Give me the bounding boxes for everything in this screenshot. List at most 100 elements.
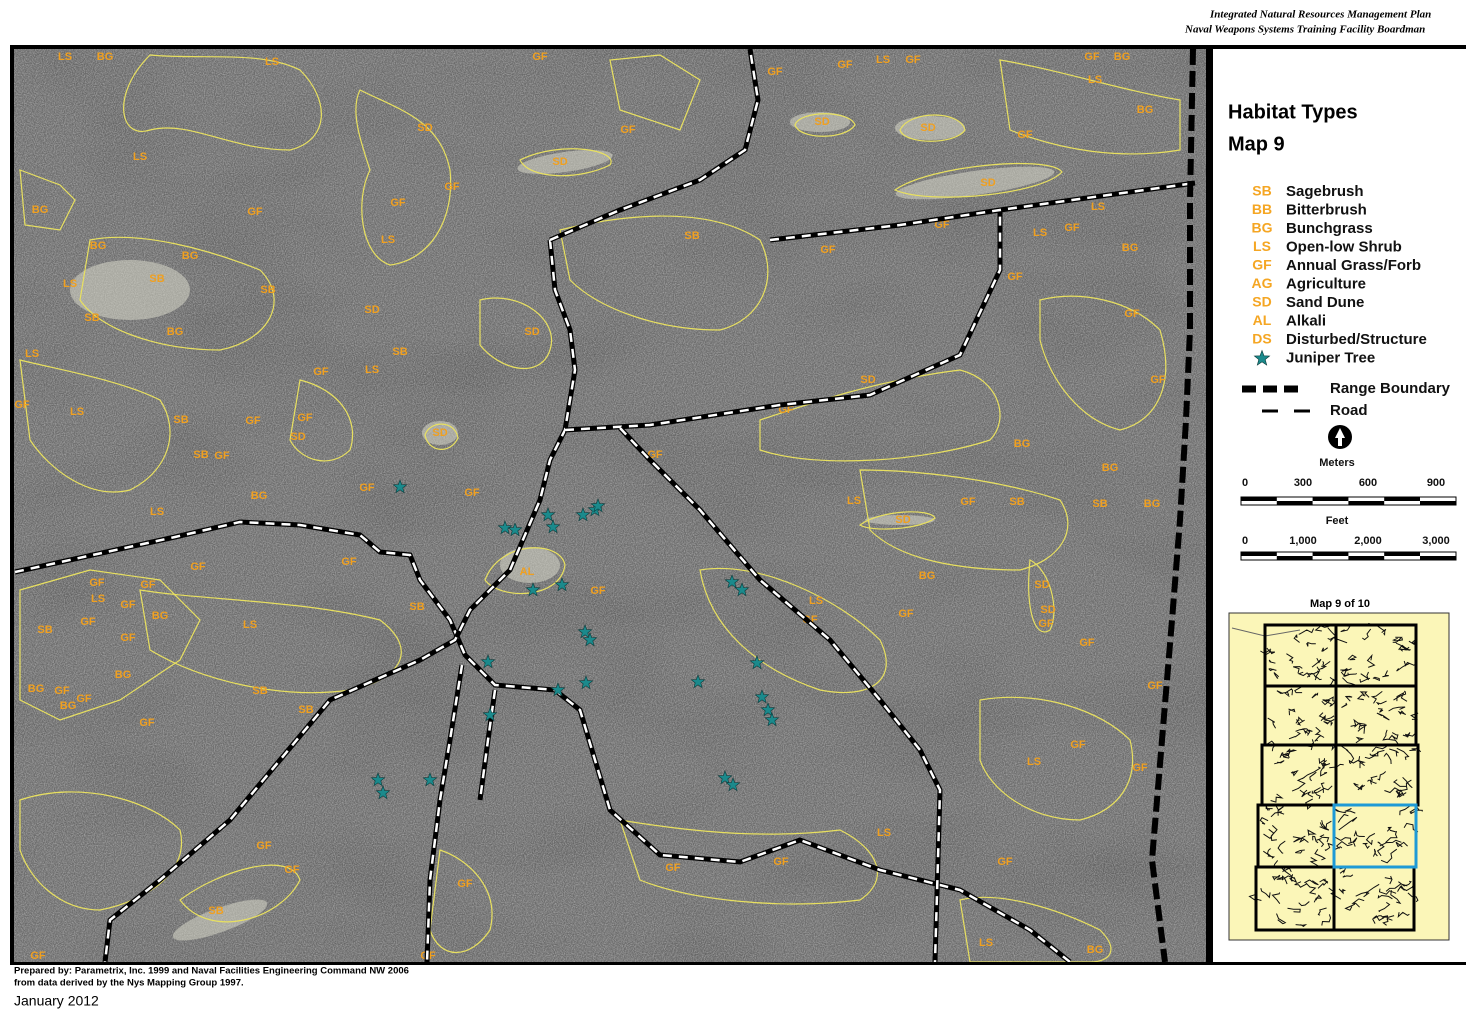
habitat-label: GF	[1017, 129, 1033, 141]
habitat-label: GF	[80, 616, 96, 628]
legend-code: AL	[1253, 312, 1272, 328]
habitat-label: BG	[152, 610, 169, 622]
habitat-label: GF	[1132, 762, 1148, 774]
habitat-label: GF	[837, 59, 853, 71]
habitat-label: GF	[139, 717, 155, 729]
habitat-label: GF	[1124, 308, 1140, 320]
habitat-label: BG	[1144, 498, 1161, 510]
habitat-label: LS	[63, 278, 77, 290]
scale-tick-label: 900	[1427, 477, 1445, 489]
scale-unit: Feet	[1326, 515, 1349, 527]
habitat-label: BG	[167, 326, 184, 338]
habitat-label: BG	[1014, 438, 1031, 450]
habitat-label: LS	[91, 593, 105, 605]
habitat-label: SD	[290, 431, 305, 443]
legend-code: SB	[1252, 183, 1271, 199]
habitat-label: GF	[247, 206, 263, 218]
habitat-label: BG	[251, 490, 268, 502]
habitat-label: LS	[133, 151, 147, 163]
habitat-label: SD	[1040, 604, 1055, 616]
legend-code: AG	[1252, 275, 1273, 291]
legend-label: Road	[1330, 402, 1368, 419]
scale-segment	[1241, 497, 1277, 501]
habitat-label: GF	[76, 693, 92, 705]
habitat-label: LS	[25, 348, 39, 360]
habitat-label: GF	[1038, 618, 1054, 630]
habitat-label: GF	[1079, 637, 1095, 649]
legend-subtitle: Map 9	[1228, 133, 1285, 155]
habitat-label: GF	[140, 579, 156, 591]
legend-code: BG	[1252, 220, 1273, 236]
footer-date: January 2012	[14, 993, 99, 1009]
scale-segment	[1241, 552, 1277, 556]
habitat-label: GF	[390, 197, 406, 209]
header-subtitle: Naval Weapons Systems Training Facility …	[1184, 24, 1425, 36]
scale-segment	[1348, 556, 1384, 560]
habitat-label: BG	[182, 250, 199, 262]
habitat-label: SD	[980, 177, 995, 189]
habitat-label: SB	[84, 312, 99, 324]
legend-label: Bitterbrush	[1286, 201, 1367, 218]
habitat-label: GF	[898, 608, 914, 620]
scale-unit: Meters	[1319, 457, 1354, 469]
habitat-label: GF	[620, 124, 636, 136]
habitat-label: LS	[150, 506, 164, 518]
habitat-label: GF	[30, 950, 46, 962]
habitat-label: SD	[814, 116, 829, 128]
habitat-label: SB	[208, 905, 223, 917]
habitat-label: SB	[193, 449, 208, 461]
habitat-label: LS	[876, 54, 890, 66]
habitat-label: GF	[359, 482, 375, 494]
legend-code: BB	[1252, 201, 1272, 217]
habitat-label: LS	[365, 364, 379, 376]
habitat-label: GF	[665, 862, 681, 874]
habitat-label: BG	[1122, 242, 1139, 254]
habitat-label: SD	[432, 427, 447, 439]
legend-code: SD	[1252, 294, 1271, 310]
habitat-label: SD	[364, 304, 379, 316]
habitat-label: GF	[190, 561, 206, 573]
scale-segment	[1313, 497, 1349, 501]
habitat-label: LS	[1091, 201, 1105, 213]
habitat-label: SB	[298, 704, 313, 716]
habitat-label: GF	[590, 585, 606, 597]
habitat-label: GF	[997, 856, 1013, 868]
habitat-label: GF	[1084, 51, 1100, 63]
habitat-label: GF	[341, 556, 357, 568]
habitat-label: BG	[60, 700, 77, 712]
habitat-label: GF	[960, 496, 976, 508]
habitat-label: GF	[297, 412, 313, 424]
habitat-label: GF	[905, 54, 921, 66]
legend-label: Agriculture	[1286, 275, 1366, 292]
habitat-label: AL	[520, 566, 535, 578]
header-title: Integrated Natural Resources Management …	[1209, 9, 1431, 21]
habitat-label: LS	[1027, 756, 1041, 768]
scale-tick-label: 0	[1242, 535, 1248, 547]
habitat-label: SB	[260, 284, 275, 296]
legend-code: LS	[1253, 238, 1271, 254]
habitat-label: SB	[149, 273, 164, 285]
legend-title: Habitat Types	[1228, 101, 1358, 123]
habitat-label: GF	[1150, 374, 1166, 386]
map-page: LSBGLSGFGFGFLSGFGFBGLSBGSDSDGFSDGFLSSDSD…	[0, 0, 1466, 1010]
scale-segment	[1420, 501, 1456, 505]
habitat-label: GF	[54, 685, 70, 697]
habitat-label: SB	[252, 685, 267, 697]
habitat-label: GF	[89, 577, 105, 589]
habitat-label: GF	[457, 878, 473, 890]
habitat-label: GF	[214, 450, 230, 462]
habitat-label: GF	[1007, 271, 1023, 283]
habitat-label: LS	[265, 56, 279, 68]
legend-label: Open-low Shrub	[1286, 238, 1402, 255]
habitat-label: GF	[245, 415, 261, 427]
habitat-label: BG	[919, 570, 936, 582]
habitat-label: SD	[860, 374, 875, 386]
habitat-label: BG	[1137, 104, 1154, 116]
legend-label: Sand Dune	[1286, 294, 1364, 311]
habitat-label: SD	[552, 156, 567, 168]
legend-label: Alkali	[1286, 312, 1326, 329]
habitat-label: BG	[32, 204, 49, 216]
habitat-label: GF	[1070, 739, 1086, 751]
legend-divider	[1206, 49, 1213, 962]
